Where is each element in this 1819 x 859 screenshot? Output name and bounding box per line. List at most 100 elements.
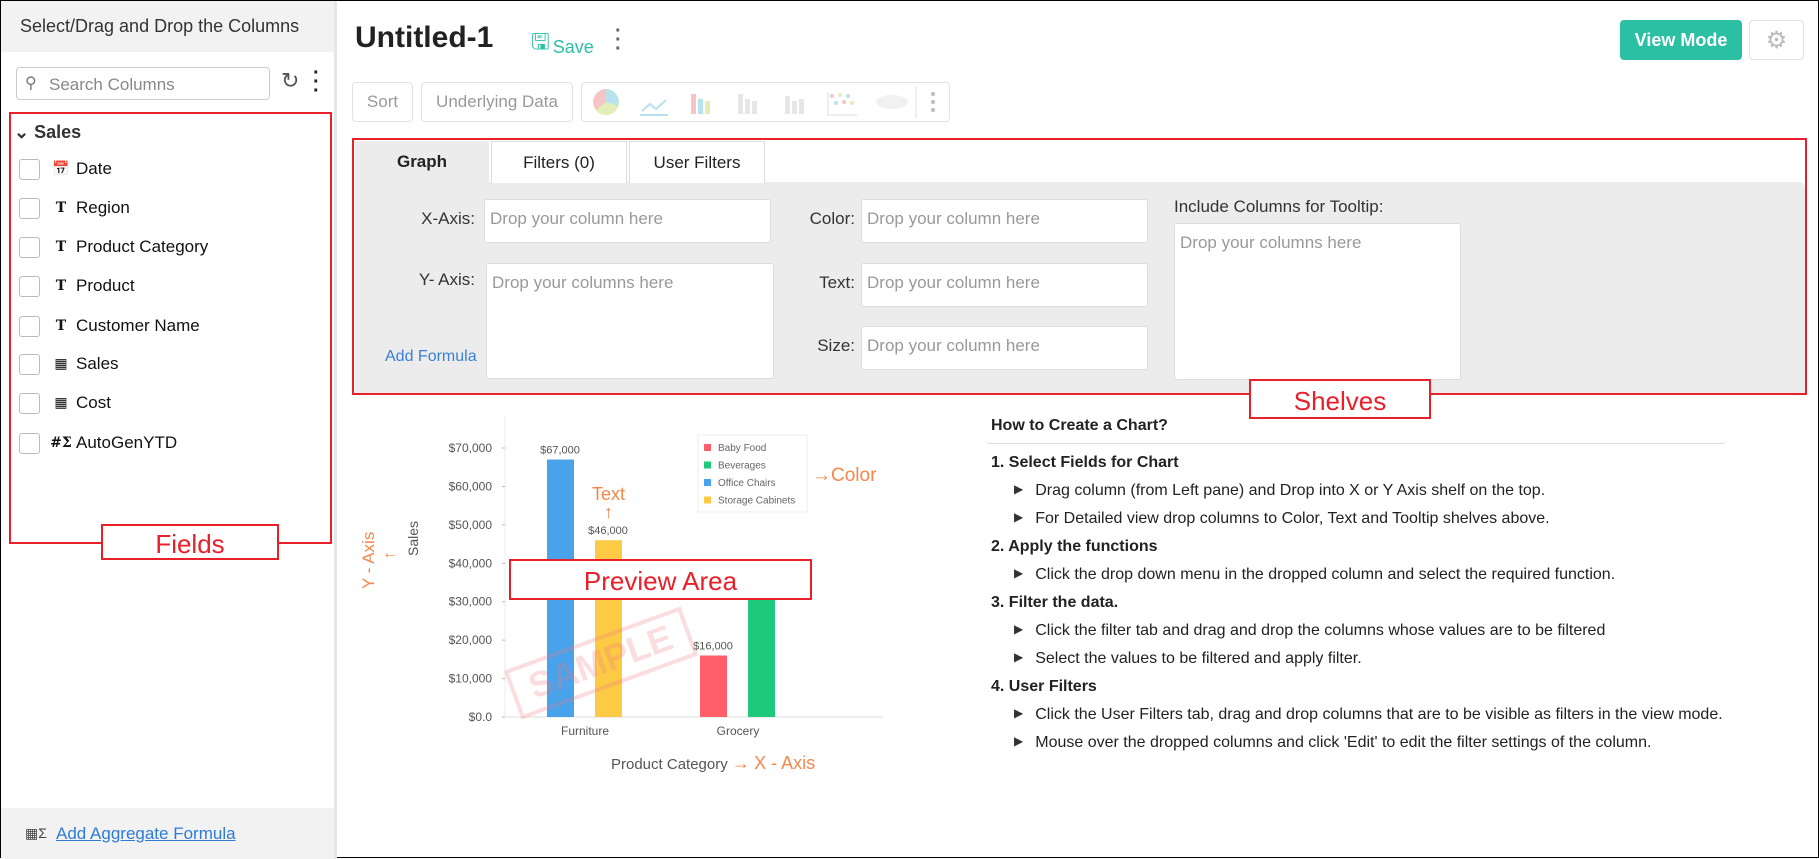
help-heading: 3. Filter the data. — [991, 594, 1119, 611]
sort-button[interactable]: Sort — [352, 82, 413, 122]
field-checkbox[interactable] — [19, 197, 40, 219]
arrow-right-icon: → — [812, 465, 831, 486]
x-axis-label: X-Axis: — [421, 209, 475, 228]
legend-label: Beverages — [718, 461, 766, 472]
help-item-text: Select the values to be filtered and app… — [1035, 650, 1362, 667]
field-item[interactable]: T Product — [19, 274, 135, 298]
chart-type-group — [581, 82, 950, 122]
stacked-bar-icon[interactable] — [738, 94, 757, 114]
more-options-icon[interactable]: · · · — [313, 62, 320, 102]
field-label: Product — [76, 276, 135, 295]
search-icon: ⚲ — [25, 75, 37, 92]
field-item[interactable]: T Region — [19, 196, 130, 220]
field-checkbox[interactable] — [19, 236, 40, 258]
preview-area-annotation: Preview Area — [509, 559, 812, 600]
bottom-bar: ▦Σ Add Aggregate Formula — [1, 808, 334, 859]
y-tick-label: $70,000 — [449, 441, 493, 455]
legend-label: Baby Food — [718, 443, 766, 454]
help-item: ▶ Select the values to be filtered and ap… — [1014, 650, 1725, 668]
field-item[interactable]: ▦ Sales — [19, 352, 119, 376]
help-item: ▶ Click the User Filters tab, drag and dr… — [1014, 706, 1725, 724]
color-annot-text: Color — [831, 465, 877, 486]
x-axis-annotation: X - Axis — [754, 753, 816, 773]
map-chart-icon[interactable] — [876, 95, 908, 109]
arrow-right-icon: → — [731, 753, 750, 773]
chevron-down-icon: ⌄ — [14, 122, 30, 142]
y-axis-annotation: Y - Axis — [359, 531, 378, 589]
field-checkbox[interactable] — [19, 158, 40, 180]
search-columns-input[interactable]: ⚲ Search Columns — [16, 67, 270, 100]
title-more-icon[interactable]: · · · — [615, 20, 622, 60]
field-label: Region — [76, 198, 130, 217]
more-charts-icon[interactable] — [931, 92, 935, 112]
tab-graph[interactable]: Graph — [355, 141, 489, 183]
x-axis-shelf[interactable]: Drop your column here — [484, 199, 771, 243]
color-shelf[interactable]: Drop your column here — [861, 199, 1148, 243]
x-tick-label: Grocery — [717, 724, 760, 738]
scatter-chart-icon[interactable] — [827, 92, 857, 116]
formula-icon: #Σ — [50, 435, 72, 451]
add-formula-link[interactable]: Add Formula — [385, 348, 477, 365]
y-annot-arrow-icon: ← — [382, 545, 398, 562]
combo-chart-icon[interactable] — [785, 96, 804, 114]
caret-right-icon: ▶ — [1014, 734, 1024, 748]
bar-chart-icon[interactable] — [691, 94, 710, 114]
field-label: Sales — [76, 354, 119, 373]
tooltip-shelf[interactable]: Drop your columns here — [1174, 223, 1461, 380]
x-axis-title: Product Category — [611, 756, 728, 773]
help-title: How to Create a Chart? — [987, 417, 1725, 444]
help-item: ▶ Mouse over the dropped columns and clic… — [1014, 734, 1725, 752]
text-annot-text: Text — [592, 484, 626, 504]
pie-chart-icon[interactable] — [593, 89, 619, 115]
shelves-annotation-box — [352, 138, 1807, 395]
help-item: ▶ For Detailed view drop columns to Color… — [1014, 510, 1725, 528]
field-checkbox[interactable] — [19, 392, 40, 414]
y-axis-shelf[interactable]: Drop your columns here — [486, 263, 774, 379]
view-mode-button[interactable]: View Mode — [1620, 20, 1742, 60]
line-chart-icon[interactable] — [640, 99, 668, 116]
tooltip-label: Include Columns for Tooltip: — [1174, 197, 1384, 216]
help-heading: 4. User Filters — [991, 678, 1097, 695]
bar — [700, 655, 727, 717]
columns-panel: Select/Drag and Drop the Columns ⚲ Searc… — [1, 1, 337, 859]
group-label: Sales — [34, 122, 82, 142]
y-tick-label: $60,000 — [449, 479, 493, 493]
field-checkbox[interactable] — [19, 353, 40, 375]
sample-watermark: SAMPLE — [503, 606, 699, 720]
help-item-text: Mouse over the dropped columns and click… — [1035, 734, 1652, 751]
tab-filters[interactable]: Filters (0) — [491, 141, 627, 183]
field-label: Cost — [76, 393, 111, 412]
help-item: ▶ Click the filter tab and drag and drop … — [1014, 622, 1725, 640]
tab-user-filters[interactable]: User Filters — [629, 141, 765, 183]
field-item[interactable]: T Customer Name — [19, 314, 200, 338]
field-label: Product Category — [76, 237, 209, 256]
field-item[interactable]: #Σ AutoGenYTD — [19, 431, 177, 455]
text-type-icon: T — [55, 318, 67, 334]
add-aggregate-formula-link[interactable]: Add Aggregate Formula — [56, 824, 236, 843]
caret-right-icon: ▶ — [1014, 482, 1024, 496]
y-axis-label: Y- Axis: — [418, 270, 475, 289]
legend-swatch — [704, 496, 711, 504]
save-icon: 🖫 — [531, 29, 550, 54]
help-item: ▶ Click the drop down menu in the dropped… — [1014, 566, 1725, 584]
shelves-annotation-label: Shelves — [1249, 379, 1431, 419]
save-button[interactable]: 🖫 Save — [531, 25, 594, 63]
chart-type-icons — [593, 86, 935, 118]
field-item[interactable]: 📅 Date — [19, 157, 112, 181]
currency-icon: ▦ — [54, 356, 68, 372]
underlying-data-button[interactable]: Underlying Data — [421, 82, 573, 122]
fields-annotation-label: Fields — [101, 524, 279, 560]
text-annotation: Text ↑ — [592, 485, 625, 521]
settings-gear-icon[interactable]: ⚙ — [1749, 20, 1804, 60]
field-checkbox[interactable] — [19, 275, 40, 297]
size-shelf[interactable]: Drop your column here — [861, 326, 1148, 370]
group-sales[interactable]: ⌄ Sales — [14, 122, 81, 143]
field-checkbox[interactable] — [19, 432, 40, 454]
caret-right-icon: ▶ — [1014, 622, 1024, 636]
text-shelf[interactable]: Drop your column here — [861, 263, 1148, 307]
field-item[interactable]: ▦ Cost — [19, 391, 111, 415]
text-type-icon: T — [55, 200, 67, 216]
field-item[interactable]: T Product Category — [19, 235, 208, 259]
refresh-icon[interactable]: ↻ — [281, 68, 300, 93]
field-checkbox[interactable] — [19, 315, 40, 337]
